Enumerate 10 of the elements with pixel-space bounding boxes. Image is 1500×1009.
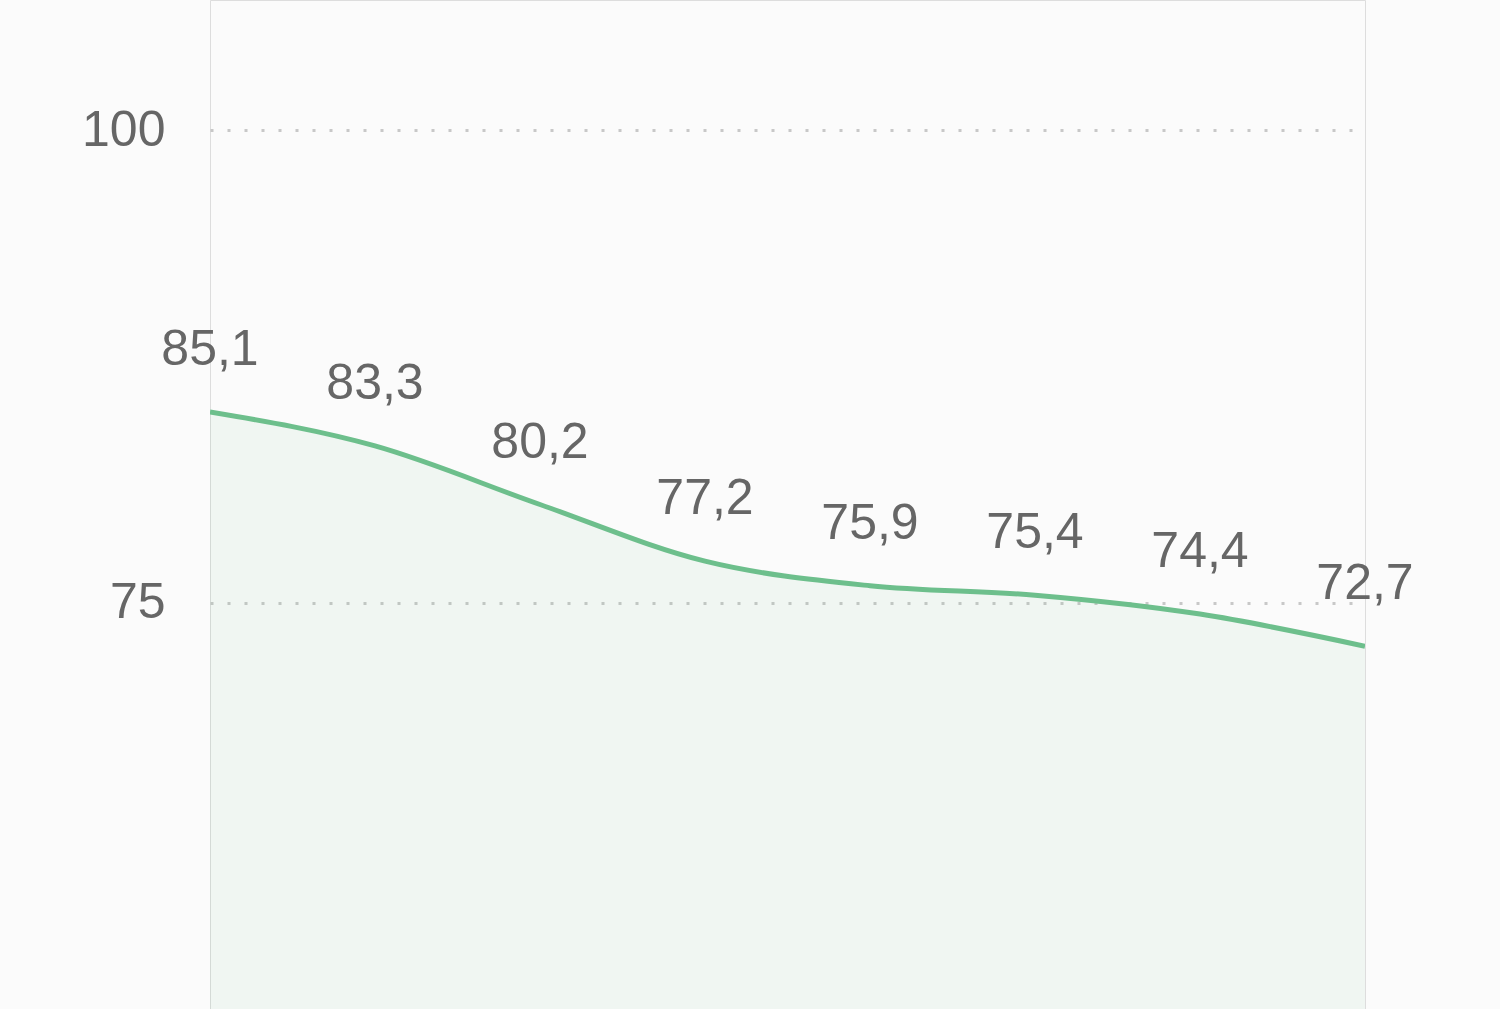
y-tick-label: 100 xyxy=(82,100,166,157)
y-tick-label: 75 xyxy=(109,573,166,630)
data-label: 75,9 xyxy=(821,493,919,550)
data-label: 74,4 xyxy=(1151,522,1249,579)
data-label: 80,2 xyxy=(491,412,589,469)
data-label: 77,2 xyxy=(656,469,754,526)
data-label: 72,7 xyxy=(1316,554,1414,611)
data-label: 75,4 xyxy=(986,503,1084,560)
data-label: 85,1 xyxy=(161,319,259,376)
data-label: 83,3 xyxy=(326,353,424,410)
